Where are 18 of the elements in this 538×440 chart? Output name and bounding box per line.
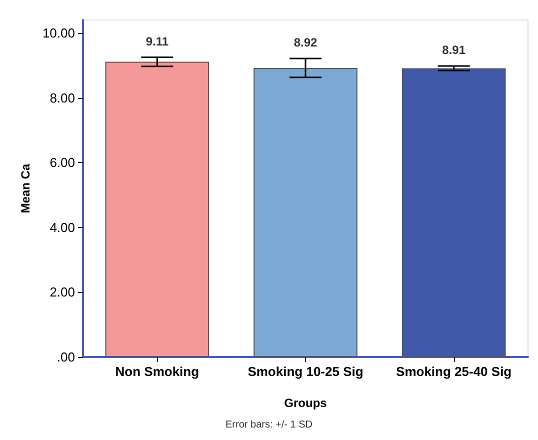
bar [402, 68, 506, 357]
x-tick-label: Smoking 10-25 Sig [248, 364, 364, 379]
y-tick-label: .00 [56, 350, 75, 364]
bar [254, 68, 358, 357]
x-tick-label: Non Smoking [115, 364, 200, 379]
data-label: 8.91 [442, 43, 466, 58]
data-label: 8.92 [294, 36, 318, 50]
text: Error bars: +/- 1 SD [226, 420, 312, 430]
y-tick-label: 4.00 [50, 220, 75, 235]
x-tick-label: Smoking 25-40 Sig [396, 364, 512, 379]
y-tick-label: 6.00 [50, 155, 75, 170]
y-tick-label: 8.00 [50, 90, 75, 106]
x-axis-title: Groups [284, 396, 328, 410]
bar [105, 62, 210, 357]
data-label: 9.11 [146, 34, 169, 48]
y-tick-label: 10.00 [42, 25, 75, 40]
y-axis-title: Mean Ca [18, 164, 33, 214]
y-tick-label: 2.00 [50, 284, 75, 300]
